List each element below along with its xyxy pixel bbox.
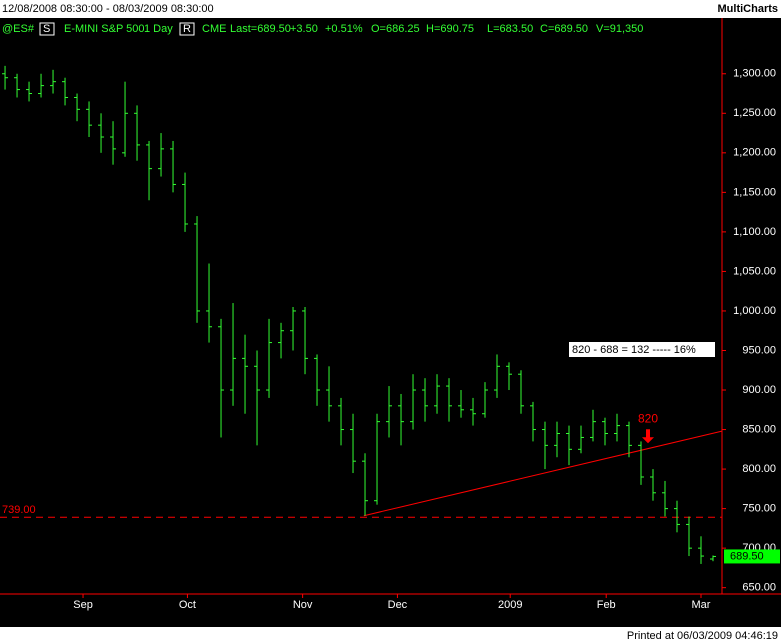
symbol: @ES# xyxy=(2,23,35,35)
annotation-box xyxy=(569,342,715,357)
status-field: V=91,350 xyxy=(596,23,643,35)
brand: MultiCharts xyxy=(718,3,779,15)
x-tick-label: Dec xyxy=(388,599,408,611)
x-tick-label: Oct xyxy=(179,599,196,611)
y-tick-label: 1,250.00 xyxy=(733,107,776,119)
x-tick-label: Feb xyxy=(597,599,616,611)
last-price-box xyxy=(724,549,780,564)
status-field: O=686.25 xyxy=(371,23,420,35)
y-tick-label: 1,200.00 xyxy=(733,147,776,159)
last-price-label: 689.50 xyxy=(730,550,764,562)
y-tick-label: 1,100.00 xyxy=(733,226,776,238)
status-field: H=690.75 xyxy=(426,23,474,35)
x-tick-label: 2009 xyxy=(498,599,522,611)
s-button[interactable]: S xyxy=(43,23,50,35)
status-field: +0.51% xyxy=(325,23,363,35)
chart-background xyxy=(0,18,781,627)
annotation-arrow xyxy=(642,429,654,444)
y-tick-label: 800.00 xyxy=(742,463,776,475)
y-tick-label: 750.00 xyxy=(742,503,776,515)
x-tick-label: Nov xyxy=(293,599,313,611)
r-button-box[interactable] xyxy=(179,22,195,36)
y-tick-label: 1,300.00 xyxy=(733,68,776,80)
status-field: Last=689.50 xyxy=(230,23,291,35)
annotation: 820 - 688 = 132 ----- 16% xyxy=(572,344,696,356)
x-tick-label: Mar xyxy=(692,599,711,611)
y-tick-label: 1,050.00 xyxy=(733,265,776,277)
y-tick-label: 850.00 xyxy=(742,423,776,435)
footer: Printed at 06/03/2009 04:46:19 xyxy=(627,630,778,642)
y-tick-label: 1,150.00 xyxy=(733,186,776,198)
level-label: 739.00 xyxy=(2,504,36,516)
chart-title: 12/08/2008 08:30:00 - 08/03/2009 08:30:0… xyxy=(2,3,214,15)
y-tick-label: 1,000.00 xyxy=(733,305,776,317)
s-button-box[interactable] xyxy=(39,22,55,36)
y-tick-label: 900.00 xyxy=(742,384,776,396)
y-tick-label: 950.00 xyxy=(742,344,776,356)
footer-background xyxy=(0,627,781,644)
y-tick-label: 650.00 xyxy=(742,582,776,594)
interval: 1 Day xyxy=(144,23,173,35)
trendline xyxy=(363,430,723,517)
status-field: +3.50 xyxy=(290,23,318,35)
exchange: CME xyxy=(202,23,226,35)
description: E-MINI S&P 500 xyxy=(64,23,145,35)
status-field: L=683.50 xyxy=(487,23,533,35)
symbol-bar: @ES# S E-MINI S&P 500 1 Day R CME Last=6… xyxy=(2,22,643,36)
x-tick-label: Sep xyxy=(73,599,93,611)
status-field: C=689.50 xyxy=(540,23,588,35)
r-button[interactable]: R xyxy=(183,23,191,35)
annotation: 820 xyxy=(638,411,658,425)
